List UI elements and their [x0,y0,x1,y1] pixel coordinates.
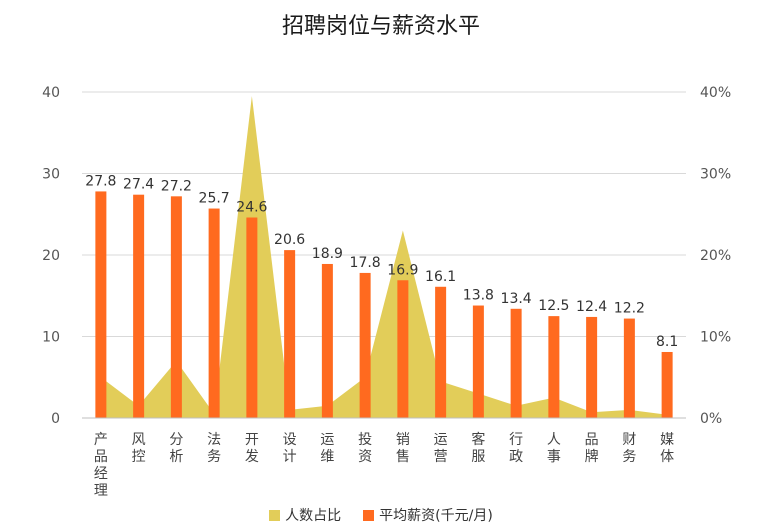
legend-swatch-salary [363,509,375,521]
bar-data-label: 25.7 [199,191,230,207]
chart-title: 招聘岗位与薪资水平 [281,14,480,39]
bar-data-label: 12.2 [614,301,645,317]
legend-item-share[interactable]: 人数占比 [269,505,341,525]
x-category-label: 财务 [622,432,636,465]
bar-data-label: 20.6 [274,232,305,248]
x-category-label: 风控 [132,432,146,465]
y-right-tick-label: 20% [700,248,731,264]
bar-salary [95,191,107,418]
bar-salary [397,280,409,418]
x-category-label: 运营 [434,432,448,465]
bar-data-label: 13.8 [463,288,494,304]
bar-salary [133,194,145,418]
x-category-label: 客服 [471,431,485,465]
legend-item-salary[interactable]: 平均薪资(千元/月) [363,505,493,525]
area-series-share [100,96,668,418]
x-category-label: 法务 [207,432,221,465]
bar-salary [623,318,635,418]
legend-label-salary: 平均薪资(千元/月) [379,508,493,524]
bar-data-label: 12.4 [576,299,607,315]
bar-data-label: 27.8 [85,173,116,189]
bar-data-label: 13.4 [501,291,532,307]
legend-swatch-share [269,509,281,521]
x-category-label: 品牌 [585,432,599,465]
y-right-tick-label: 0% [700,411,722,427]
x-category-label: 销售 [396,432,410,465]
bar-data-label: 27.2 [161,178,192,194]
bar-salary [661,351,673,418]
y-left-tick-label: 30 [42,167,60,183]
bar-data-label: 18.9 [312,246,343,262]
bar-data-label: 17.8 [350,255,381,271]
x-category-label: 设计 [283,432,297,465]
x-category-label: 媒体 [660,432,674,465]
legend-label-share: 人数占比 [285,508,342,524]
x-category-label: 产品经理 [94,432,108,499]
bar-salary [472,305,484,418]
bar-salary [435,286,447,418]
y-right-tick-label: 30% [700,167,731,183]
y-left-tick-label: 20 [42,248,60,264]
bar-salary [208,208,220,418]
bar-data-label: 24.6 [236,200,267,216]
x-category-label: 分析 [169,432,183,465]
bar-salary [548,316,560,418]
bar-salary [359,272,371,418]
x-category-label: 人事 [547,432,561,465]
bar-data-label: 12.5 [538,298,569,314]
bar-data-label: 16.9 [387,262,418,278]
x-category-label: 投资 [358,432,372,465]
x-category-label: 行政 [509,432,523,465]
x-category-label: 开发 [245,432,259,465]
bar-salary [586,316,598,418]
bar-salary [170,196,182,418]
y-left-tick-label: 10 [42,330,60,346]
legend: 人数占比 平均薪资(千元/月) [0,505,762,525]
bar-salary [246,217,258,418]
y-left-tick-label: 40 [42,85,60,101]
bar-salary [321,263,333,418]
bar-data-label: 8.1 [656,334,678,350]
x-category-label: 运维 [320,432,334,465]
y-right-tick-label: 40% [700,85,731,101]
bar-salary [284,250,296,418]
bar-data-label: 16.1 [425,269,456,285]
bar-data-label: 27.4 [123,177,154,193]
y-right-tick-label: 10% [700,330,731,346]
bar-salary [510,308,522,418]
y-left-tick-label: 0 [51,411,60,427]
